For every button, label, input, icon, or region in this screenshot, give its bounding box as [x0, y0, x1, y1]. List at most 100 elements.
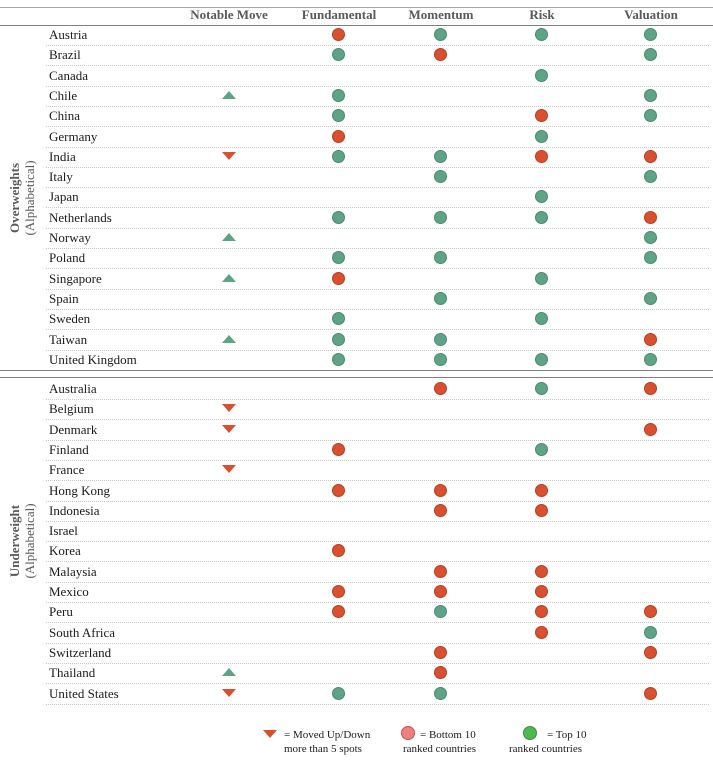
country-label: Denmark: [49, 421, 98, 437]
top-10-dot-icon: [523, 726, 537, 740]
country-label: India: [49, 148, 76, 164]
valuation-top-10-dot-icon: [644, 352, 657, 366]
fundamental-top-10-dot-icon: [332, 88, 345, 102]
country-label: Italy: [49, 169, 73, 185]
country-label: South Africa: [49, 624, 116, 640]
momentum-top-10-dot-icon: [434, 170, 447, 184]
risk-top-10-dot-icon: [535, 210, 548, 224]
fundamental-top-10-dot-icon: [332, 352, 345, 366]
risk-top-10-dot-icon: [535, 129, 548, 143]
table-row: South Africa: [46, 623, 709, 644]
country-label: Indonesia: [49, 502, 100, 518]
momentum-top-10-dot-icon: [434, 149, 447, 163]
country-label: Poland: [49, 250, 86, 266]
table-row: United Kingdom: [46, 350, 709, 371]
momentum-top-10-dot-icon: [434, 291, 447, 305]
country-label: Peru: [49, 604, 73, 620]
moved-down-triangle-icon: [222, 151, 236, 160]
legend-top-line1: = Top 10: [547, 729, 587, 741]
country-label: Israel: [49, 523, 78, 539]
table-row: Austria: [46, 25, 709, 46]
table-row: Switzerland: [46, 643, 709, 664]
table-row: Indonesia: [46, 501, 709, 522]
moved-up-triangle-icon: [222, 233, 236, 241]
risk-top-10-dot-icon: [535, 271, 548, 285]
momentum-bottom-10-dot-icon: [434, 645, 447, 659]
table-row: Poland: [46, 248, 709, 270]
table-row: Australia: [46, 379, 709, 400]
country-label: France: [49, 462, 85, 478]
fundamental-top-10-dot-icon: [332, 312, 345, 326]
section-subtitle: (Alphabetical): [22, 160, 37, 236]
country-label: United States: [49, 685, 119, 701]
country-label: Germany: [49, 128, 98, 144]
header-risk: Risk: [529, 7, 555, 22]
risk-top-10-dot-icon: [535, 442, 548, 456]
risk-top-10-dot-icon: [535, 68, 548, 82]
table-row: Singapore: [46, 269, 709, 290]
section-label: Overweights (Alphabetical): [7, 160, 37, 235]
table-row: Netherlands: [46, 208, 709, 229]
fundamental-bottom-10-dot-icon: [332, 585, 345, 598]
table-row: Japan: [46, 187, 709, 209]
country-label: Thailand: [49, 665, 96, 681]
moved-down-triangle-icon: [222, 404, 236, 413]
table-row: Malaysia: [46, 562, 709, 583]
legend-top-line2: ranked countries: [509, 743, 582, 755]
fundamental-bottom-10-dot-icon: [332, 605, 345, 619]
valuation-top-10-dot-icon: [644, 28, 657, 41]
legend-bottom-line1: = Bottom 10: [420, 729, 476, 741]
country-label: Hong Kong: [49, 482, 111, 498]
momentum-bottom-10-dot-icon: [434, 666, 447, 680]
momentum-top-10-dot-icon: [434, 251, 447, 265]
risk-bottom-10-dot-icon: [535, 483, 548, 497]
bottom-10-dot-icon: [401, 726, 415, 740]
table-row: Thailand: [46, 663, 709, 685]
table-row: France: [46, 460, 709, 482]
risk-top-10-dot-icon: [535, 382, 548, 395]
country-label: Canada: [49, 67, 88, 83]
table-row: Spain: [46, 289, 709, 310]
valuation-top-10-dot-icon: [644, 48, 657, 62]
table-row: Canada: [46, 66, 709, 87]
table-row: Hong Kong: [46, 481, 709, 502]
table-row: Mexico: [46, 582, 709, 603]
risk-bottom-10-dot-icon: [535, 564, 548, 578]
table-row: Norway: [46, 228, 709, 249]
momentum-top-10-dot-icon: [434, 28, 447, 41]
table-row: Chile: [46, 86, 709, 107]
valuation-top-10-dot-icon: [644, 625, 657, 639]
moved-down-triangle-icon: [222, 465, 236, 474]
table-row: Germany: [46, 127, 709, 148]
section-title: Overweights: [7, 162, 22, 233]
header-valuation: Valuation: [624, 7, 678, 22]
table-row: Denmark: [46, 420, 709, 441]
momentum-bottom-10-dot-icon: [434, 585, 447, 598]
momentum-bottom-10-dot-icon: [434, 503, 447, 517]
fundamental-top-10-dot-icon: [332, 686, 345, 700]
fundamental-bottom-10-dot-icon: [332, 28, 345, 41]
momentum-bottom-10-dot-icon: [434, 382, 447, 395]
moved-up-triangle-icon: [222, 90, 236, 99]
country-label: Finland: [49, 441, 89, 457]
valuation-bottom-10-dot-icon: [644, 422, 657, 436]
top-rule: [0, 7, 713, 8]
fundamental-top-10-dot-icon: [332, 210, 345, 224]
risk-bottom-10-dot-icon: [535, 605, 548, 619]
fundamental-bottom-10-dot-icon: [332, 483, 345, 497]
moved-up-triangle-icon: [222, 273, 236, 282]
country-label: Norway: [49, 230, 91, 245]
momentum-top-10-dot-icon: [434, 352, 447, 366]
country-label: Spain: [49, 290, 79, 306]
country-label: Switzerland: [49, 644, 112, 660]
table-row: United States: [46, 684, 709, 705]
valuation-bottom-10-dot-icon: [644, 210, 657, 224]
country-label: Austria: [49, 27, 88, 42]
country-label: Sweden: [49, 311, 91, 327]
section-title: Underweight: [7, 505, 22, 578]
momentum-bottom-10-dot-icon: [434, 483, 447, 497]
country-label: Netherlands: [49, 209, 112, 225]
country-label: Singapore: [49, 270, 102, 286]
header-momentum: Momentum: [408, 7, 474, 22]
